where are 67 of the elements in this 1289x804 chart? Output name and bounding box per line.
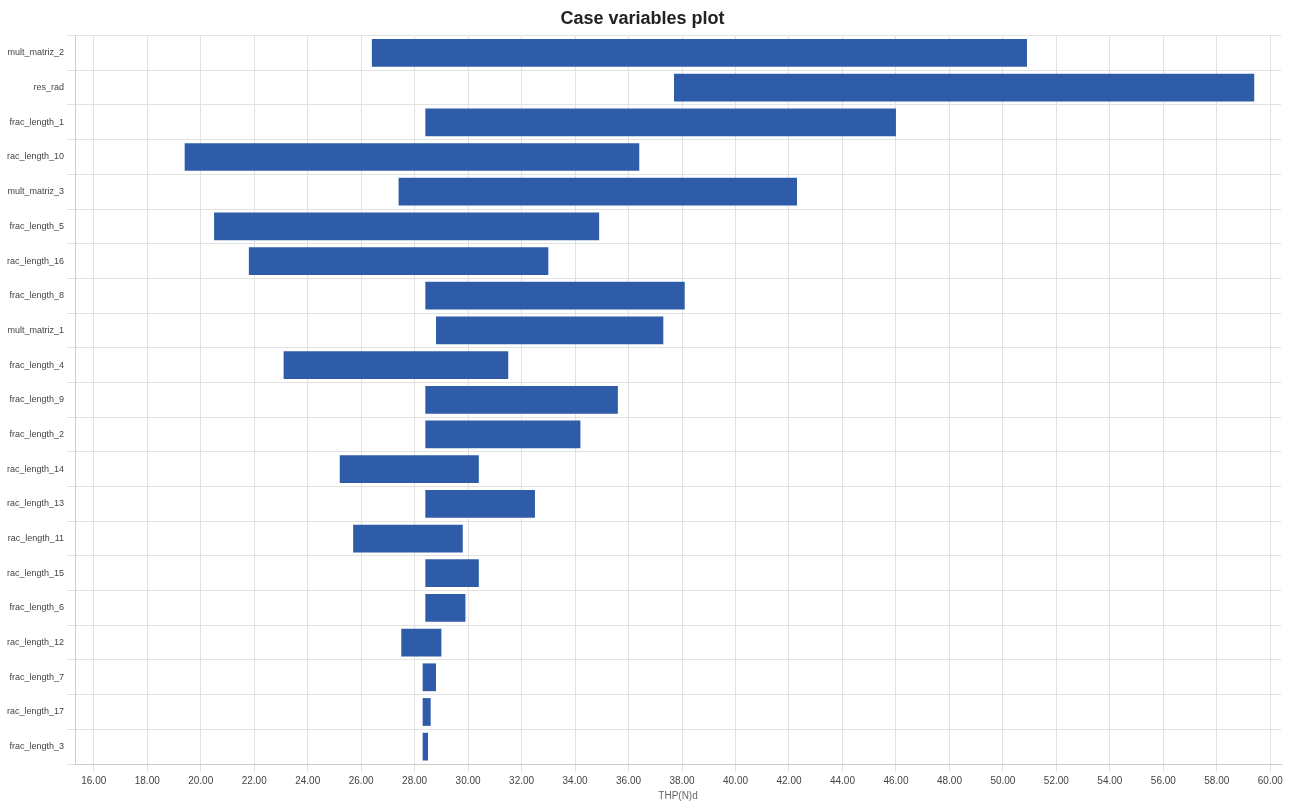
y-tick-label: rac_length_16 <box>7 255 65 266</box>
x-tick-label: 58.00 <box>1204 774 1230 786</box>
bar <box>339 455 479 484</box>
y-tick-label: frac_length_8 <box>9 290 65 301</box>
x-tick-label: 40.00 <box>723 774 749 786</box>
bar <box>425 559 479 588</box>
y-tick-label: rac_length_14 <box>7 463 65 474</box>
y-tick-label: mult_matriz_2 <box>7 47 65 58</box>
y-tick-label: rac_length_15 <box>7 567 65 578</box>
bar <box>425 420 581 449</box>
x-tick-label: 20.00 <box>188 774 214 786</box>
y-tick-label: mult_matriz_3 <box>7 186 65 197</box>
bar <box>371 39 1027 67</box>
x-tick-label: 36.00 <box>616 774 642 786</box>
y-tick-label: mult_matriz_1 <box>7 324 65 335</box>
bar <box>214 212 600 241</box>
y-tick-label: frac_length_1 <box>9 116 65 127</box>
x-tick-label: 32.00 <box>509 774 535 786</box>
y-tick-label: frac_length_3 <box>9 741 65 752</box>
bar <box>674 73 1255 102</box>
bar <box>425 489 535 518</box>
bar <box>353 524 463 553</box>
x-tick-label: 60.00 <box>1257 774 1284 786</box>
x-tick-label: 34.00 <box>562 774 589 786</box>
x-tick-label: 50.00 <box>990 774 1016 786</box>
x-tick-label: 42.00 <box>776 774 802 786</box>
x-axis-title: THP(N)d <box>658 789 698 801</box>
y-tick-label: frac_length_7 <box>9 671 65 682</box>
y-tick-label: rac_length_13 <box>7 498 65 509</box>
x-tick-label: 38.00 <box>669 774 695 786</box>
bar <box>425 594 466 622</box>
y-tick-label: frac_length_2 <box>9 428 65 439</box>
bar <box>425 385 618 414</box>
bar <box>422 732 429 761</box>
bar <box>422 698 431 726</box>
bar <box>248 247 549 275</box>
y-tick-label: frac_length_5 <box>9 220 65 231</box>
y-tick-label: frac_length_4 <box>9 359 65 370</box>
bar <box>422 663 437 692</box>
x-tick-label: 16.00 <box>81 774 107 786</box>
bar <box>398 177 798 206</box>
x-tick-label: 54.00 <box>1097 774 1123 786</box>
y-tick-label: rac_length_11 <box>7 533 65 544</box>
x-tick-label: 44.00 <box>829 774 856 786</box>
bar <box>401 628 442 657</box>
x-tick-label: 46.00 <box>883 774 909 786</box>
x-tick-label: 48.00 <box>936 774 963 786</box>
y-tick-label: res_rad <box>33 82 65 93</box>
y-tick-label: rac_length_12 <box>7 637 65 648</box>
x-tick-label: 28.00 <box>402 774 428 786</box>
y-tick-label: rac_length_10 <box>7 151 65 162</box>
bar <box>436 316 664 345</box>
bar <box>283 351 509 379</box>
x-tick-label: 26.00 <box>348 774 375 786</box>
x-tick-label: 18.00 <box>134 774 161 786</box>
x-tick-label: 30.00 <box>455 774 482 786</box>
y-tick-label: frac_length_9 <box>9 394 65 405</box>
x-tick-label: 56.00 <box>1150 774 1177 786</box>
chart-title: Case variables plot <box>560 7 725 28</box>
bar <box>425 281 685 310</box>
y-tick-label: rac_length_17 <box>7 706 65 717</box>
bar <box>425 108 896 137</box>
bar <box>184 143 640 171</box>
x-tick-label: 52.00 <box>1043 774 1070 786</box>
x-tick-label: 22.00 <box>241 774 268 786</box>
y-tick-label: frac_length_6 <box>9 602 65 613</box>
x-tick-label: 24.00 <box>295 774 321 786</box>
